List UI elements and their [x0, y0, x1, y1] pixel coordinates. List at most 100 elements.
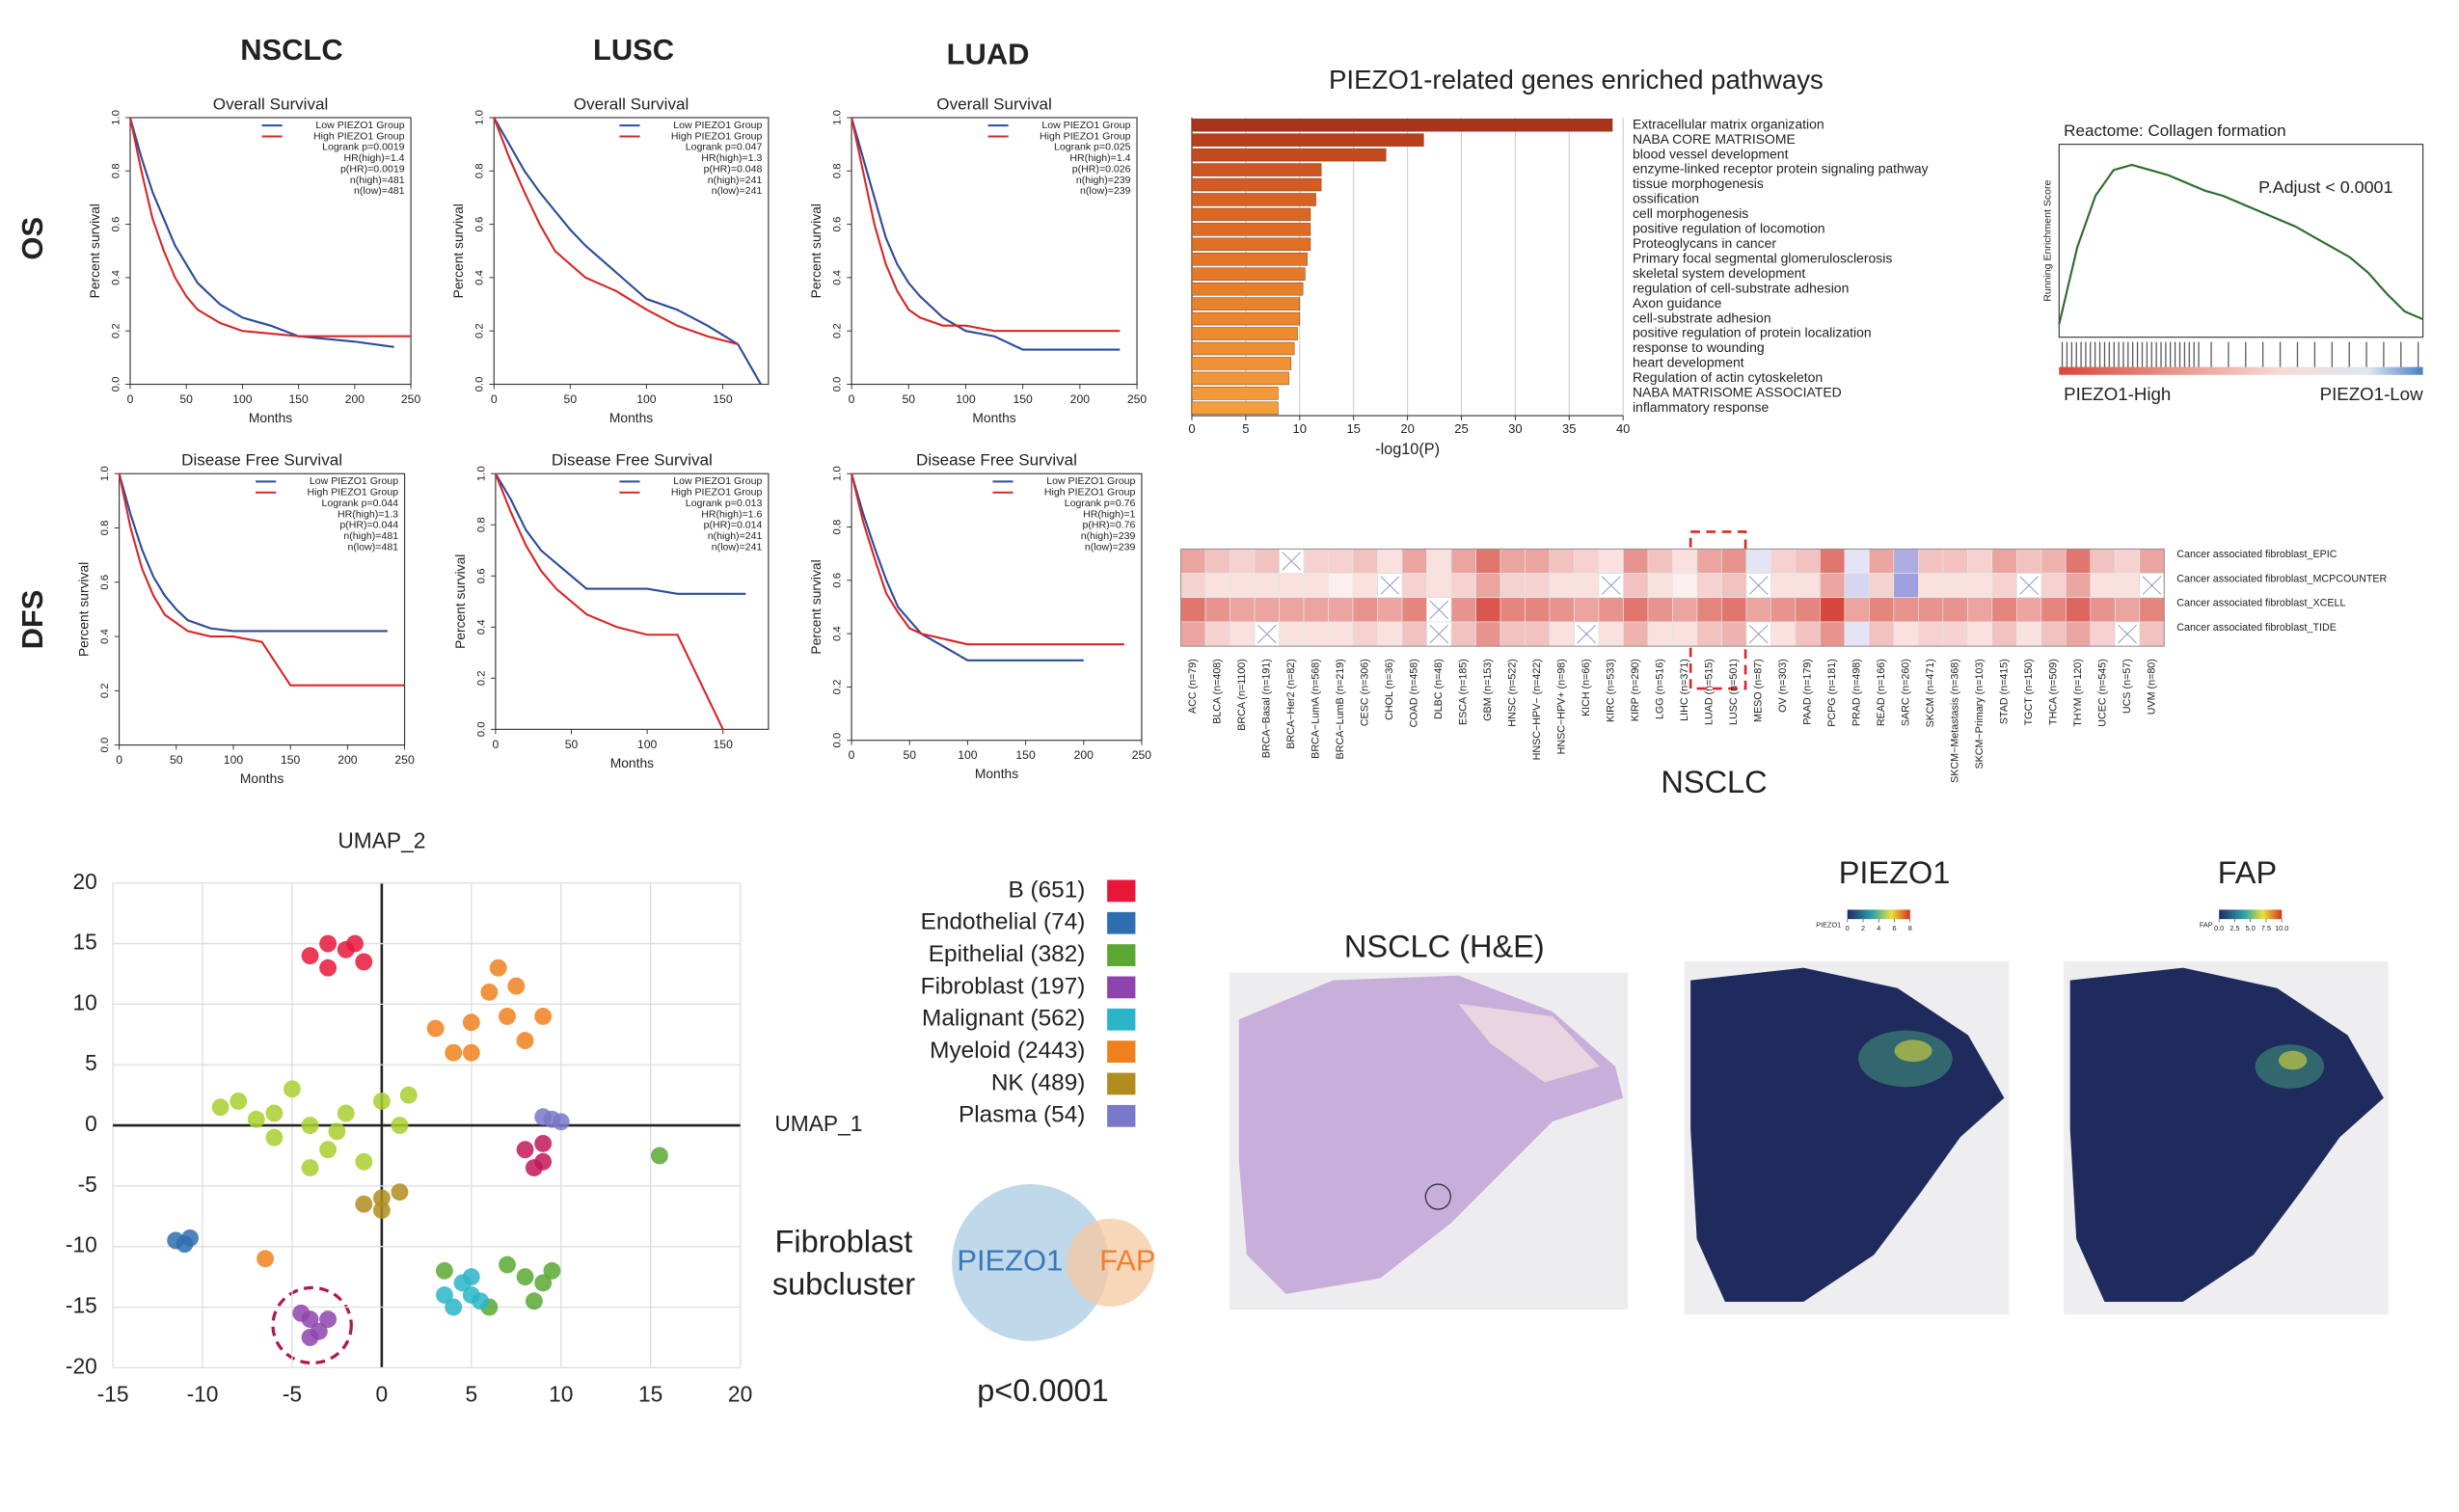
- bar: [1191, 148, 1387, 162]
- x-tick-label: 200: [345, 392, 365, 406]
- cross: [2142, 576, 2162, 595]
- heatmap-cell: [1204, 548, 1230, 574]
- x-tick-label: 10: [549, 1382, 573, 1407]
- column-label: PCPG (n=181): [1826, 659, 1838, 727]
- heatmap-cell: [1672, 573, 1698, 599]
- category-label: Extracellular matrix organization: [1633, 116, 1824, 131]
- series-line: [128, 117, 412, 338]
- point: [301, 1328, 319, 1346]
- heatmap-cell: [1598, 621, 1624, 647]
- plot-frame: [851, 117, 1138, 386]
- y-axis-label: Percent survival: [808, 203, 824, 298]
- column-label: SKCM−Primary (n=103): [1974, 659, 1986, 769]
- series-line: [494, 472, 724, 730]
- y-tick-label: 0.4: [110, 270, 122, 285]
- heatmap-cell: [2090, 621, 2116, 647]
- heatmap-cell: [1377, 548, 1403, 574]
- heatmap-cell: [1647, 573, 1673, 599]
- legend-label: Low PIEZO1 Group: [315, 120, 404, 131]
- legend-stat: HR(high)=1.4: [1069, 152, 1130, 164]
- heatmap-cell: [1401, 597, 1427, 623]
- colorbar-tick-label: 6: [1893, 924, 1897, 932]
- heatmap-cell: [1475, 621, 1501, 647]
- heatmap-cell: [1180, 621, 1206, 647]
- y-tick-label: -20: [66, 1353, 97, 1378]
- x-tick-label: 100: [956, 392, 976, 406]
- point: [284, 1080, 301, 1098]
- heatmap-cell: [2065, 548, 2092, 574]
- legend-stat: p(HR)=0.048: [704, 163, 763, 175]
- heatmap-cell: [1623, 621, 1649, 647]
- legend-stat: HR(high)=1.3: [338, 508, 398, 520]
- legend-label: High PIEZO1 Group: [671, 130, 763, 142]
- heatmap-cell: [1918, 548, 1944, 574]
- legend-label: Low PIEZO1 Group: [673, 475, 762, 487]
- y-tick-label: 0.0: [475, 721, 487, 737]
- x-tick-label: 50: [179, 392, 193, 406]
- heatmap-cell: [1500, 573, 1526, 599]
- legend-stat: n(low)=239: [1080, 185, 1131, 197]
- bar: [1191, 297, 1301, 310]
- heatmap-cell: [1279, 573, 1305, 599]
- heatmap-cell: [1230, 621, 1256, 647]
- x-tick-label: 100: [224, 753, 244, 767]
- heatmap-cell: [2090, 548, 2116, 574]
- heatmap-cell: [1204, 573, 1230, 599]
- heatmap-cell: [1966, 573, 1993, 599]
- column-label: CESC (n=306): [1360, 659, 1371, 726]
- row-label: Cancer associated fibroblast_XCELL: [2176, 598, 2345, 609]
- y-tick-label: 1.0: [475, 466, 487, 481]
- series-line: [2058, 163, 2424, 325]
- column-label: SKCM (n=471): [1925, 659, 1936, 727]
- gsea-rank-bar: [2059, 366, 2423, 375]
- chart-title: Overall Survival: [936, 94, 1051, 113]
- row-label: Cancer associated fibroblast_EPIC: [2176, 549, 2337, 560]
- legend-swatch: [1107, 911, 1136, 934]
- annotation: NSCLC: [1661, 765, 1767, 799]
- point: [507, 977, 526, 995]
- heatmap-cell: [1820, 573, 1846, 599]
- heatmap-cell: [2015, 621, 2042, 647]
- heatmap-cell: [1352, 597, 1378, 623]
- colorbar-tick-label: 2: [1861, 924, 1865, 932]
- heatmap-cell: [1180, 597, 1206, 623]
- column-label: BRCA−LumA (n=568): [1311, 659, 1322, 759]
- point: [372, 1092, 391, 1110]
- heatmap-cell: [1721, 621, 1747, 647]
- legend-label: High PIEZO1 Group: [1040, 130, 1131, 142]
- y-tick-label: 0.2: [474, 323, 486, 338]
- heatmap-cell: [2090, 597, 2116, 623]
- x-tick-label: 200: [1070, 392, 1091, 406]
- x-tick-label: 150: [713, 392, 733, 406]
- heatmap-cell: [2114, 597, 2141, 623]
- column-label: BRCA−Her2 (n=82): [1285, 659, 1297, 749]
- bar: [1191, 357, 1292, 370]
- category-label: positive regulation of protein localizat…: [1633, 325, 1872, 340]
- colorbar-tick-label: 4: [1877, 924, 1880, 932]
- column-label: SKCM−Metastasis (n=368): [1949, 659, 1960, 783]
- column-label: TGCT (n=150): [2023, 659, 2035, 725]
- y-tick-label: 20: [73, 869, 97, 894]
- point: [337, 1104, 355, 1122]
- x-tick-label: 0: [849, 748, 855, 762]
- legend-label: NK (489): [991, 1069, 1086, 1095]
- y-tick-label: 5: [85, 1050, 97, 1075]
- cross: [1429, 624, 1449, 644]
- venn-label: FAP: [1099, 1244, 1155, 1278]
- x-tick-label: 250: [1132, 748, 1152, 762]
- y-tick-label: 0.2: [475, 670, 487, 686]
- heatmap-cell: [1230, 597, 1256, 623]
- y-tick-label: 0.6: [110, 217, 122, 232]
- heatmap-cell: [1918, 597, 1944, 623]
- y-tick-label: 15: [73, 930, 97, 955]
- legend-label: Endothelial (74): [921, 909, 1086, 935]
- series-line: [851, 117, 1121, 333]
- legend-swatch: [1107, 944, 1136, 966]
- chart-title: Overall Survival: [574, 94, 689, 113]
- x-tick-label: -5: [283, 1382, 302, 1407]
- heatmap-cell: [1869, 621, 1895, 647]
- point: [462, 1043, 480, 1062]
- y-tick-label: 1.0: [831, 110, 843, 125]
- y-tick-label: 0.4: [474, 270, 486, 285]
